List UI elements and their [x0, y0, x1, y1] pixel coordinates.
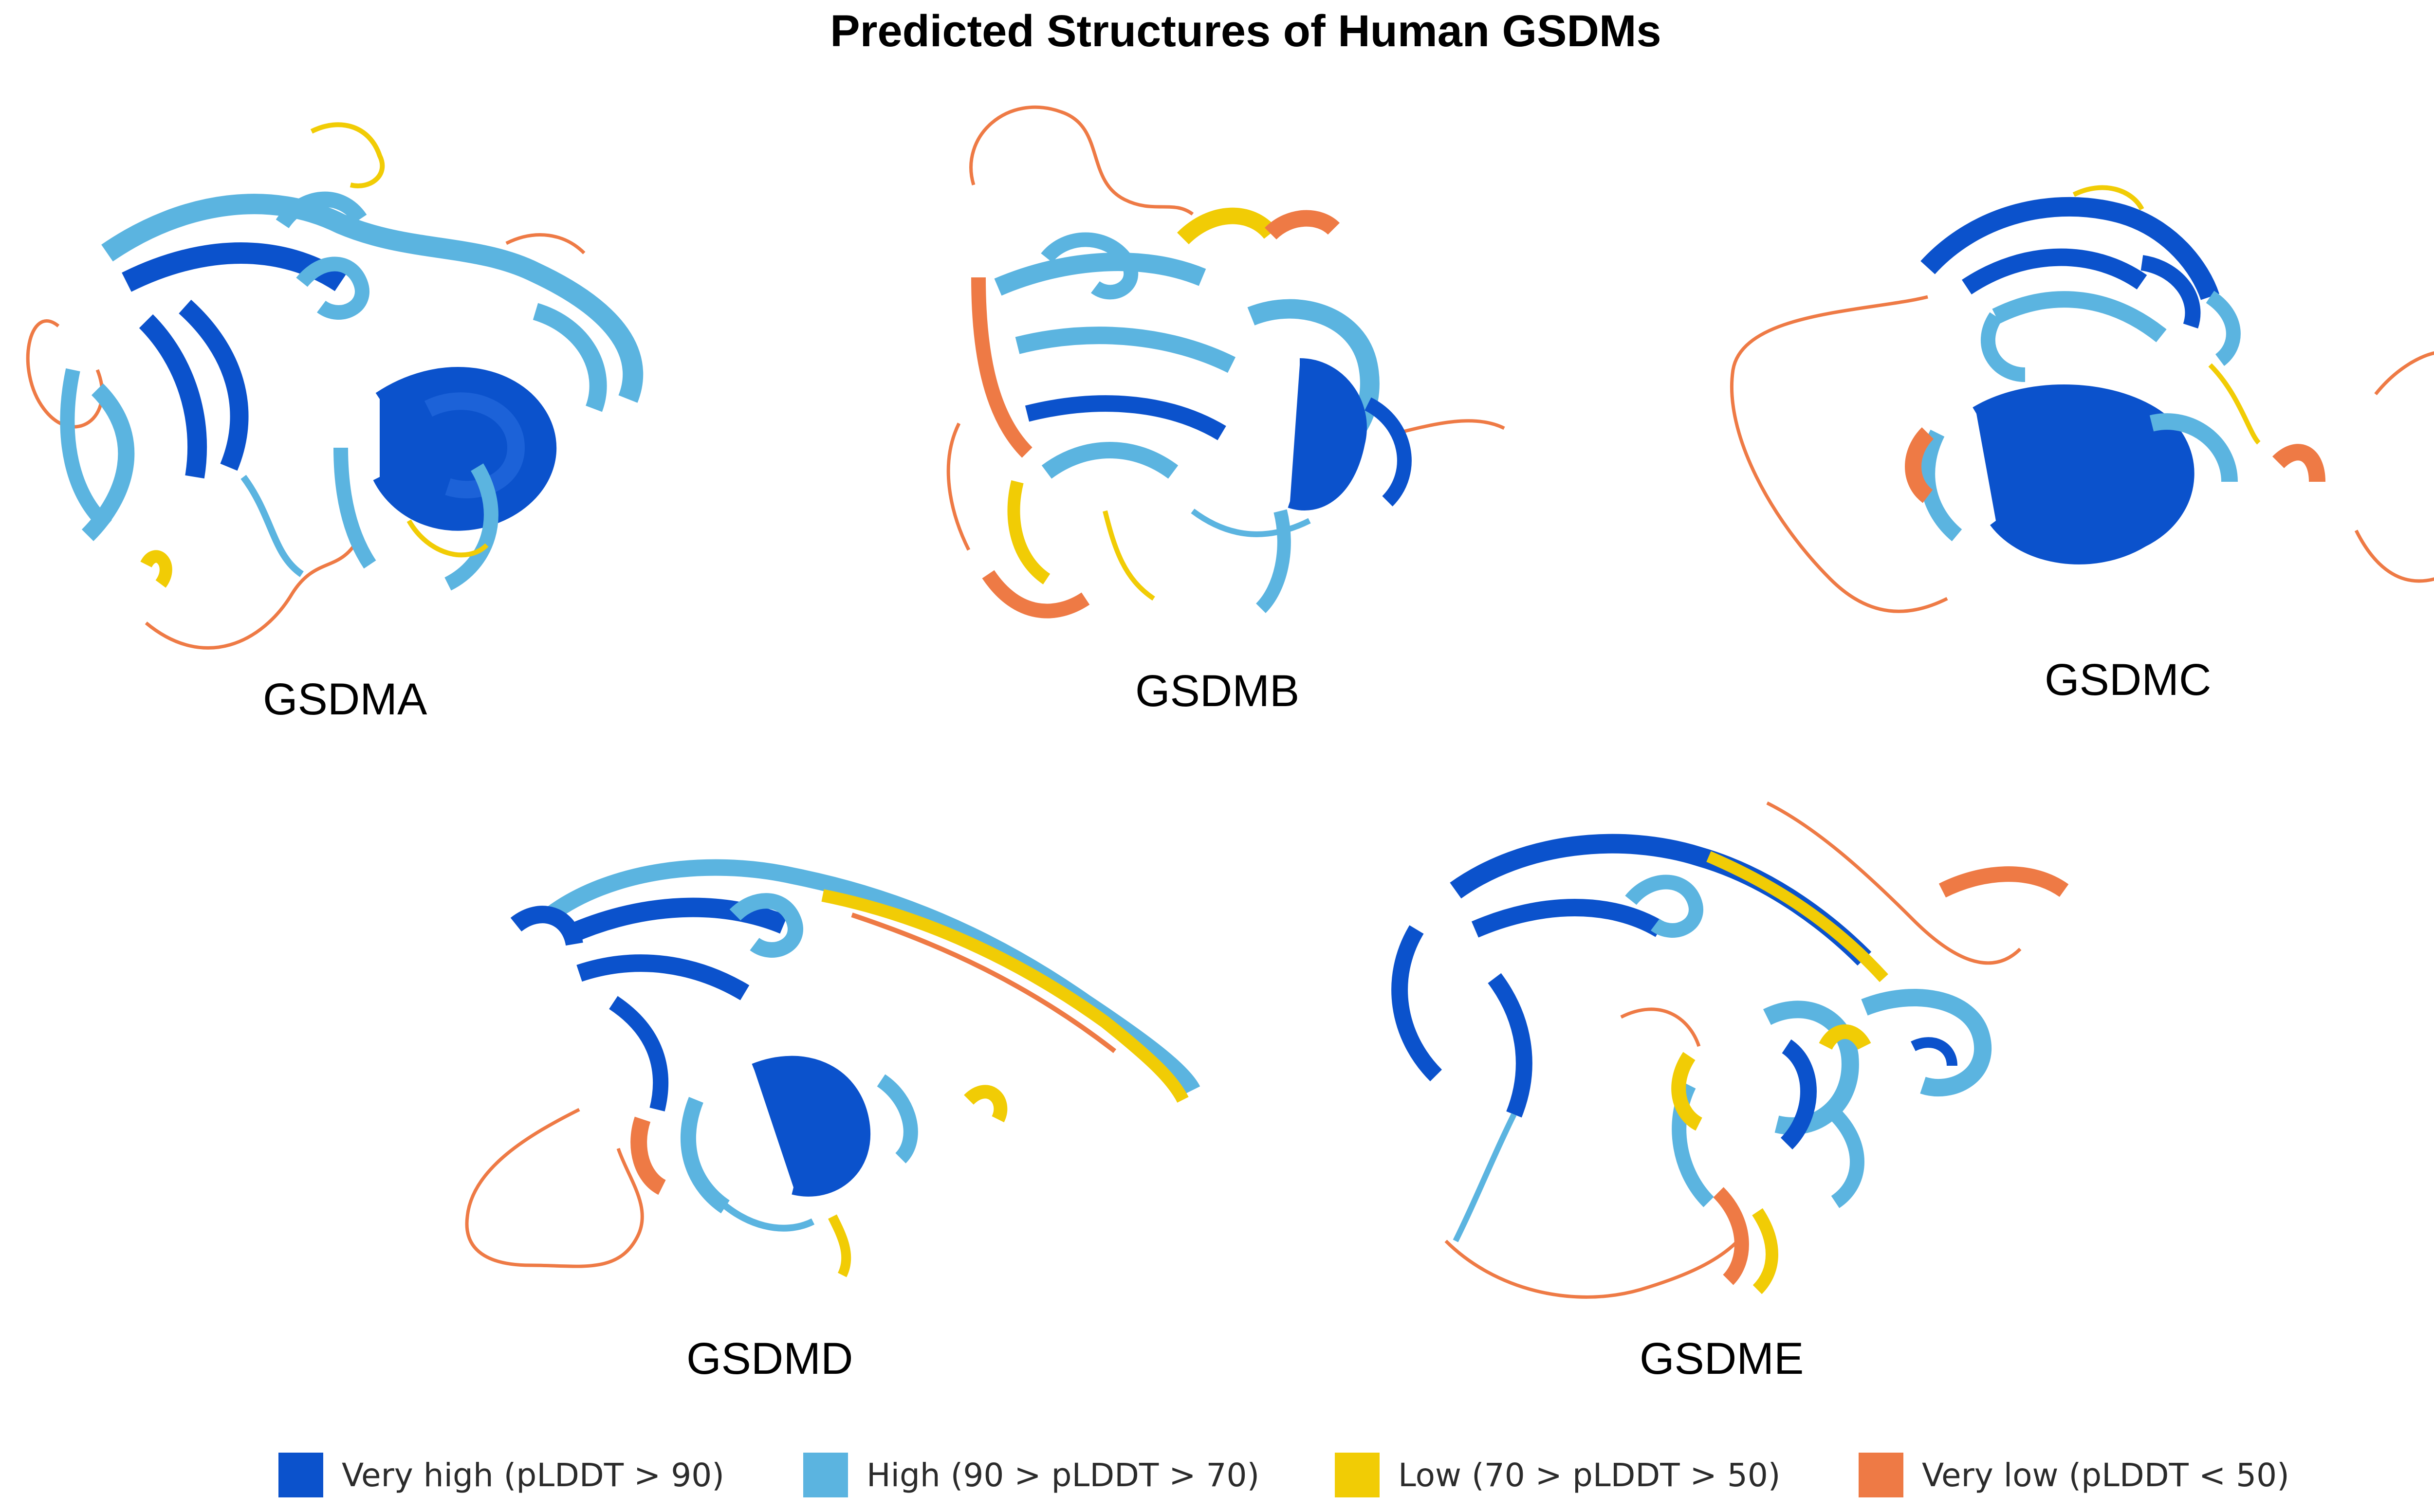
legend-swatch-high [803, 1453, 848, 1497]
gsdma-ribbon [26, 122, 644, 650]
structure-gsdmb [901, 73, 1631, 672]
structure-gsdme [1348, 774, 2108, 1358]
legend-label-very-high: Very high (pLDDT > 90) [342, 1456, 725, 1494]
legend-swatch-very-high [278, 1453, 323, 1497]
structure-gsdmd [453, 798, 1241, 1353]
structure-label-gsdmd: GSDMD [686, 1334, 853, 1384]
gsdmb-ribbon [946, 105, 1505, 619]
gsdmd-ribbon [465, 859, 1200, 1277]
structure-label-gsdma: GSDMA [263, 674, 427, 724]
legend-label-low: Low (70 > pLDDT > 50) [1398, 1456, 1781, 1494]
legend-label-very-low: Very low (pLDDT < 50) [1922, 1456, 2289, 1494]
figure-title: Predicted Structures of Human GSDMs [830, 6, 1661, 56]
gsdme-ribbon [1391, 801, 2069, 1299]
structure-gsdmc [1723, 141, 2434, 652]
structure-label-gsdmb: GSDMB [1135, 666, 1300, 716]
legend-item-high: High (90 > pLDDT > 70) [803, 1453, 1259, 1497]
structure-label-gsdme: GSDME [1640, 1334, 1804, 1384]
legend-item-very-low: Very low (pLDDT < 50) [1859, 1453, 2289, 1497]
gsdmc-ribbon [1730, 185, 2434, 613]
legend-label-high: High (90 > pLDDT > 70) [867, 1456, 1260, 1494]
legend-swatch-low [1335, 1453, 1380, 1497]
legend-item-very-high: Very high (pLDDT > 90) [278, 1453, 724, 1497]
structure-gsdma [0, 97, 730, 691]
structure-label-gsdmc: GSDMC [2045, 655, 2212, 705]
legend-item-low: Low (70 > pLDDT > 50) [1335, 1453, 1781, 1497]
legend: Very high (pLDDT > 90) High (90 > pLDDT … [0, 1438, 2434, 1501]
legend-swatch-very-low [1859, 1453, 1903, 1497]
